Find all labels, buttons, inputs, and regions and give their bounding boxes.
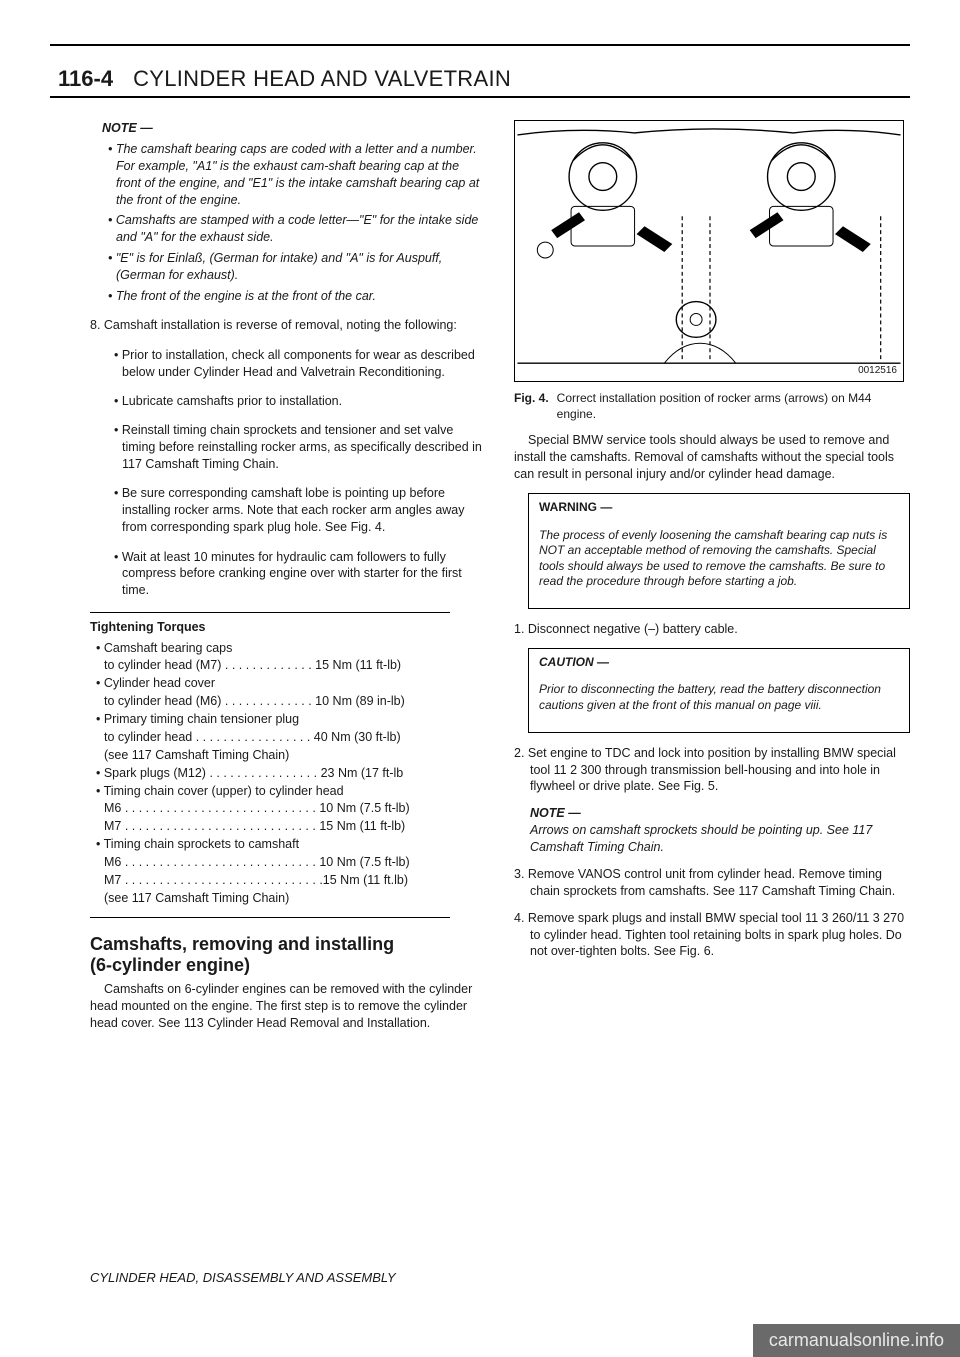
heading-line-2: (6-cylinder engine) — [90, 955, 486, 977]
torque-list: • Camshaft bearing caps to cylinder head… — [90, 640, 486, 907]
torque-item: • Timing chain cover (upper) to cylinder… — [90, 783, 486, 800]
page-number: 116-4 — [58, 66, 113, 92]
figure-id: 0012516 — [858, 364, 897, 378]
top-rule — [50, 44, 910, 46]
warning-heading: WARNING — — [539, 500, 899, 516]
warning-text: The process of evenly loosening the cams… — [539, 528, 899, 590]
step-1: 1. Disconnect negative (–) battery cable… — [514, 621, 910, 638]
torque-value: M6 . . . . . . . . . . . . . . . . . . .… — [90, 800, 486, 817]
note-block-2: NOTE — Arrows on camshaft sprockets shou… — [514, 805, 910, 856]
caution-heading: CAUTION — — [539, 655, 899, 671]
warning-box: WARNING — The process of evenly loosenin… — [528, 493, 910, 609]
section-rule — [90, 917, 450, 918]
section-rule — [90, 612, 450, 613]
figure-caption-text: Correct installation position of rocker … — [557, 390, 910, 422]
heading-line-1: Camshafts, removing and installing — [90, 934, 486, 956]
chapter-title: CYLINDER HEAD AND VALVETRAIN — [133, 66, 511, 92]
torque-value: to cylinder head (M6) . . . . . . . . . … — [90, 693, 486, 710]
torque-item: • Timing chain sprockets to camshaft — [90, 836, 486, 853]
right-column: 0012516 Fig. 4. Correct installation pos… — [514, 120, 910, 1041]
intro-paragraph: Camshafts on 6-cylinder engines can be r… — [90, 981, 486, 1032]
step-4: 4. Remove spark plugs and install BMW sp… — [514, 910, 910, 961]
step-3: 3. Remove VANOS control unit from cylind… — [514, 866, 910, 900]
note-text: Arrows on camshaft sprockets should be p… — [530, 822, 910, 856]
tightening-torques-heading: Tightening Torques — [90, 619, 486, 636]
page: 116-4 CYLINDER HEAD AND VALVETRAIN NOTE … — [0, 0, 960, 1357]
note-bullet: • Camshafts are stamped with a code lett… — [102, 212, 486, 246]
step-8: 8. Camshaft installation is reverse of r… — [90, 317, 486, 334]
list-item: • Reinstall timing chain sprockets and t… — [90, 422, 486, 473]
left-column: NOTE — • The camshaft bearing caps are c… — [90, 120, 486, 1041]
torque-note: (see 117 Camshaft Timing Chain) — [90, 747, 486, 764]
figure-caption: Fig. 4. Correct installation position of… — [514, 390, 910, 422]
torque-value: M7 . . . . . . . . . . . . . . . . . . .… — [90, 818, 486, 835]
caution-box: CAUTION — Prior to disconnecting the bat… — [528, 648, 910, 733]
step-8-bullets: • Prior to installation, check all compo… — [90, 347, 486, 600]
note-heading: NOTE — — [530, 805, 910, 822]
note-bullet: • "E" is for Einlaß, (German for intake)… — [102, 250, 486, 284]
torque-value: to cylinder head . . . . . . . . . . . .… — [90, 729, 486, 746]
torque-value: M7 . . . . . . . . . . . . . . . . . . .… — [90, 872, 486, 889]
figure-label: Fig. 4. — [514, 390, 549, 422]
section-heading: Camshafts, removing and installing (6-cy… — [90, 934, 486, 977]
note-heading: NOTE — — [102, 120, 486, 137]
torque-item: • Camshaft bearing caps — [90, 640, 486, 657]
note-bullet: • The camshaft bearing caps are coded wi… — [102, 141, 486, 209]
content-columns: NOTE — • The camshaft bearing caps are c… — [50, 120, 910, 1041]
list-item: • Be sure corresponding camshaft lobe is… — [90, 485, 486, 536]
torque-note: (see 117 Camshaft Timing Chain) — [90, 890, 486, 907]
special-tools-paragraph: Special BMW service tools should always … — [514, 432, 910, 483]
header-rule — [50, 96, 910, 98]
list-item: • Wait at least 10 minutes for hydraulic… — [90, 549, 486, 600]
list-item: • Lubricate camshafts prior to installat… — [90, 393, 486, 410]
watermark: carmanualsonline.info — [753, 1324, 960, 1357]
figure-4: 0012516 — [514, 120, 904, 382]
footer-section-title: CYLINDER HEAD, DISASSEMBLY AND ASSEMBLY — [90, 1270, 396, 1285]
torque-item: • Cylinder head cover — [90, 675, 486, 692]
note-bullet: • The front of the engine is at the fron… — [102, 288, 486, 305]
list-item: • Prior to installation, check all compo… — [90, 347, 486, 381]
torque-value: M6 . . . . . . . . . . . . . . . . . . .… — [90, 854, 486, 871]
torque-item: • Primary timing chain tensioner plug — [90, 711, 486, 728]
step-2: 2. Set engine to TDC and lock into posit… — [514, 745, 910, 796]
torque-item: • Spark plugs (M12) . . . . . . . . . . … — [90, 765, 486, 782]
figure-svg — [515, 121, 903, 381]
torque-value: to cylinder head (M7) . . . . . . . . . … — [90, 657, 486, 674]
note-block: NOTE — • The camshaft bearing caps are c… — [90, 120, 486, 305]
page-header: 116-4 CYLINDER HEAD AND VALVETRAIN — [50, 66, 910, 92]
caution-text: Prior to disconnecting the battery, read… — [539, 682, 899, 713]
